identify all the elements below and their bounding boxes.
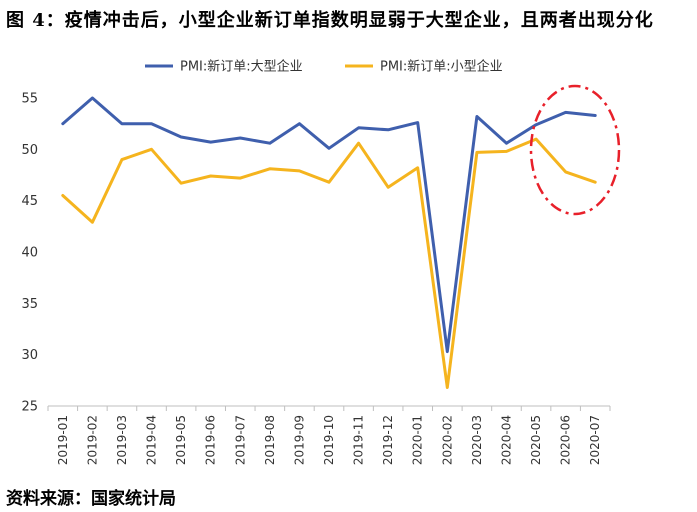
x-tick-label: 2019-08 <box>263 415 277 465</box>
page-title: 图 4：疫情冲击后，小型企业新订单指数明显弱于大型企业，且两者出现分化 <box>6 10 654 31</box>
x-tick-label: 2019-07 <box>233 415 247 465</box>
data-point <box>239 136 242 140</box>
x-tick-label: 2020-04 <box>499 415 513 465</box>
x-tick-label: 2019-03 <box>115 415 129 465</box>
data-point <box>386 128 390 132</box>
y-tick-label: 35 <box>21 297 38 312</box>
x-tick-label: 2020-01 <box>411 415 425 465</box>
chart-legend: PMI:新订单:大型企业 PMI:新订单:小型企业 <box>145 59 503 75</box>
legend-label: PMI:新订单:大型企业 <box>180 59 303 75</box>
data-point <box>120 122 124 125</box>
data-point <box>209 140 212 144</box>
legend-label: PMI:新订单:小型企业 <box>380 59 503 75</box>
data-point <box>357 141 360 145</box>
x-tick-label: 2019-02 <box>85 415 99 465</box>
x-tick-label: 2020-03 <box>470 415 484 465</box>
x-tick-label: 2019-10 <box>322 415 336 465</box>
source-note: 资料来源：国家统计局 <box>6 489 176 509</box>
y-tick-label: 40 <box>21 246 38 261</box>
data-point <box>268 141 272 145</box>
data-point <box>505 141 508 145</box>
data-point <box>475 115 479 118</box>
data-point <box>475 151 479 154</box>
x-tick-label: 2019-05 <box>174 415 188 465</box>
data-point <box>150 122 153 125</box>
data-point <box>179 135 183 139</box>
data-point <box>416 121 419 124</box>
data-point <box>298 122 301 125</box>
data-point <box>327 180 331 184</box>
data-point <box>61 122 64 125</box>
data-point <box>91 221 94 224</box>
data-point <box>564 111 567 114</box>
data-point <box>386 186 390 189</box>
x-tick-label: 2019-09 <box>292 415 306 465</box>
chart-series <box>61 96 597 389</box>
x-tick-label: 2020-05 <box>529 415 543 465</box>
x-tick-label: 2019-12 <box>381 415 395 465</box>
y-axis: 25 30 35 40 45 50 55 <box>21 92 38 415</box>
x-axis: 2019-01 2019-02 2019-03 2019-04 2019-05 2019-… <box>47 405 611 465</box>
data-point <box>416 166 419 170</box>
data-point <box>446 386 449 389</box>
highlight-ellipse <box>529 84 621 216</box>
data-point <box>505 150 508 153</box>
y-tick-label: 55 <box>21 92 38 107</box>
x-tick-label: 2019-06 <box>204 415 218 465</box>
x-tick-label: 2020-06 <box>559 415 573 465</box>
data-point <box>564 170 567 174</box>
data-point <box>327 147 331 150</box>
data-point <box>209 174 212 178</box>
data-point <box>91 96 94 100</box>
data-point <box>594 180 597 184</box>
data-point <box>446 350 449 353</box>
data-point <box>357 126 360 129</box>
data-point <box>268 167 272 171</box>
x-tick-label: 2019-04 <box>145 415 159 465</box>
data-point <box>61 194 64 197</box>
x-tick-label: 2020-02 <box>440 415 454 465</box>
data-point <box>298 169 301 173</box>
data-point <box>594 114 597 117</box>
data-point <box>120 158 124 161</box>
data-point <box>534 123 538 126</box>
series-line-0 <box>61 96 597 354</box>
y-tick-label: 45 <box>21 194 38 209</box>
x-tick-label: 2019-11 <box>352 415 366 465</box>
y-tick-label: 25 <box>21 400 38 415</box>
data-point <box>239 176 242 180</box>
data-point <box>534 137 538 141</box>
data-point <box>150 148 153 151</box>
y-tick-label: 50 <box>21 143 38 158</box>
data-point <box>179 182 183 185</box>
series-line-1 <box>61 137 597 389</box>
x-tick-label: 2019-01 <box>56 415 70 465</box>
y-tick-label: 30 <box>21 348 38 363</box>
x-tick-label: 2020-07 <box>588 415 602 465</box>
